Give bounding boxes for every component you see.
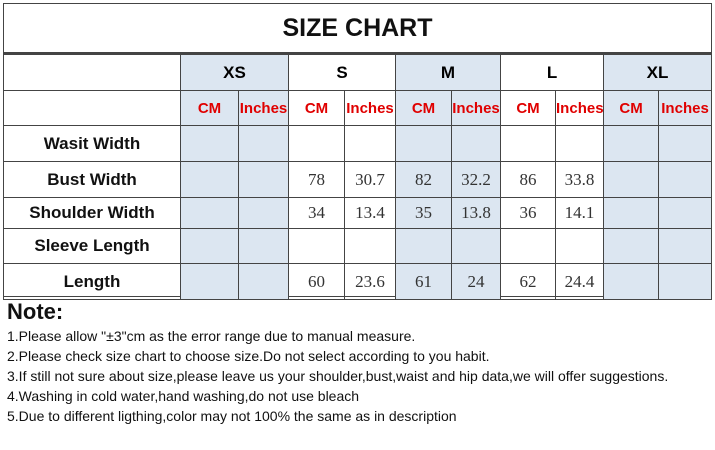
value-cell: [603, 197, 660, 229]
value-cell: 33.8: [555, 161, 605, 198]
value-cell: [555, 228, 605, 264]
unit-header-inches: Inches: [344, 90, 396, 126]
row-label: Sleeve Length: [3, 228, 181, 264]
unit-header-cm: CM: [395, 90, 452, 126]
size-table: XS S M L XL CM Inches CM Inches CM Inches CM Inches C…: [3, 54, 713, 300]
value-cell: 13.8: [450, 197, 502, 229]
value-cell: 61: [395, 263, 452, 300]
table-row: Sleeve Length: [3, 228, 713, 264]
value-cell: 14.1: [555, 197, 605, 229]
size-header-m: M: [394, 54, 502, 91]
size-header-s: S: [288, 54, 396, 91]
corner-cell: [3, 54, 181, 91]
value-cell: [238, 161, 289, 198]
value-cell: [658, 228, 713, 264]
note-item: 2.Please check size chart to choose size…: [7, 348, 490, 364]
value-cell: [658, 197, 713, 229]
size-header-xl: XL: [603, 54, 713, 91]
unit-header-cm: CM: [288, 90, 345, 126]
unit-header-inches: Inches: [658, 90, 713, 126]
value-cell: [603, 263, 660, 300]
value-cell: [658, 263, 713, 300]
row-label: Shoulder Width: [3, 197, 181, 229]
unit-header-cm: CM: [500, 90, 557, 126]
value-cell: 32.2: [450, 161, 502, 198]
value-cell: 78: [288, 161, 345, 198]
value-cell: 62: [500, 263, 557, 300]
value-cell: [500, 228, 557, 264]
size-header-row: XS S M L XL: [3, 54, 713, 91]
value-cell: [180, 161, 239, 198]
value-cell: [603, 161, 660, 198]
unit-header-cm: CM: [603, 90, 660, 126]
value-cell: 82: [395, 161, 452, 198]
value-cell: 86: [500, 161, 557, 198]
value-cell: [344, 125, 396, 162]
value-cell: 60: [288, 263, 345, 300]
value-cell: [450, 125, 502, 162]
value-cell: [555, 125, 605, 162]
note-item: 5.Due to different ligthing,color may no…: [7, 408, 457, 424]
value-cell: [288, 125, 345, 162]
notes-section: Note: 1.Please allow "±3"cm as the error…: [7, 298, 712, 426]
value-cell: [658, 161, 713, 198]
value-cell: [288, 228, 345, 264]
value-cell: [395, 125, 452, 162]
table-row: Wasit Width: [3, 125, 713, 162]
chart-title: SIZE CHART: [4, 4, 711, 54]
value-cell: [395, 228, 452, 264]
value-cell: [180, 197, 239, 229]
note-item: 1.Please allow "±3"cm as the error range…: [7, 328, 416, 344]
corner-cell: [3, 90, 181, 126]
value-cell: [180, 125, 239, 162]
row-label: Length: [3, 263, 181, 300]
value-cell: [344, 228, 396, 264]
unit-header-inches: Inches: [450, 90, 502, 126]
unit-header-inches: Inches: [555, 90, 605, 126]
value-cell: [238, 125, 289, 162]
value-cell: 30.7: [344, 161, 396, 198]
value-cell: 36: [500, 197, 557, 229]
value-cell: [450, 228, 502, 264]
value-cell: [238, 228, 289, 264]
table-row: Shoulder Width 34 13.4 35 13.8 36 14.1: [3, 197, 713, 229]
unit-header-inches: Inches: [238, 90, 289, 126]
value-cell: [180, 263, 239, 300]
value-cell: [238, 197, 289, 229]
value-cell: 24.4: [555, 263, 605, 300]
size-header-xs: XS: [180, 54, 289, 91]
size-header-l: L: [500, 54, 605, 91]
value-cell: 24: [450, 263, 502, 300]
value-cell: 13.4: [344, 197, 396, 229]
table-row: Length 60 23.6 61 24 62 24.4: [3, 263, 713, 300]
value-cell: 35: [395, 197, 452, 229]
row-label: Wasit Width: [3, 125, 181, 162]
value-cell: [238, 263, 289, 300]
value-cell: [603, 228, 660, 264]
table-row: Bust Width 78 30.7 82 32.2 86 33.8: [3, 161, 713, 198]
value-cell: [603, 125, 660, 162]
unit-header-cm: CM: [180, 90, 239, 126]
row-label: Bust Width: [3, 161, 181, 198]
value-cell: [658, 125, 713, 162]
value-cell: [500, 125, 557, 162]
value-cell: [180, 228, 239, 264]
value-cell: 34: [288, 197, 345, 229]
unit-header-row: CM Inches CM Inches CM Inches CM Inches CM Inches: [3, 90, 713, 126]
notes-heading: Note:: [7, 299, 64, 324]
value-cell: 23.6: [344, 263, 396, 300]
size-chart: SIZE CHART XS S M L XL CM Inches CM Inches CM Inch…: [3, 3, 713, 300]
note-item: 3.If still not sure about size,please le…: [7, 368, 669, 384]
note-item: 4.Washing in cold water,hand washing,do …: [7, 388, 360, 404]
